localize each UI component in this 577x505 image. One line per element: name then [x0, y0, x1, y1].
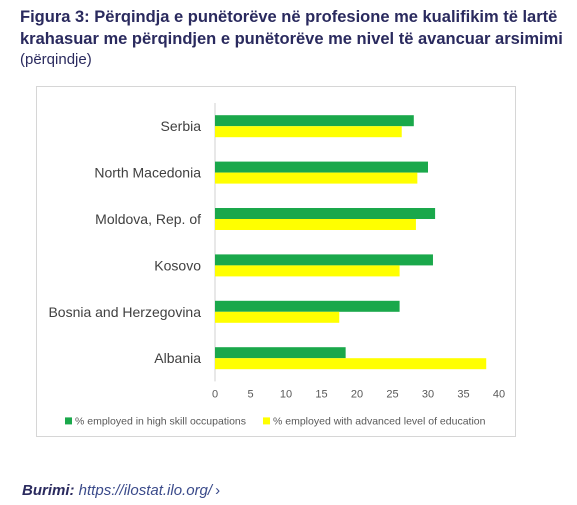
- bar-high-skill: [215, 161, 428, 173]
- bar-advanced-education: [215, 172, 418, 184]
- x-tick-label: 35: [457, 388, 469, 400]
- figure-title: Figura 3: Përqindja e punëtorëve në prof…: [20, 8, 563, 48]
- category-label: Albania: [154, 350, 201, 366]
- chevron-right-icon[interactable]: ›: [215, 482, 221, 499]
- x-tick-label: 15: [315, 388, 327, 400]
- source-link[interactable]: https://ilostat.ilo.org/: [78, 482, 213, 499]
- bar-advanced-education: [215, 311, 340, 323]
- bar-high-skill: [215, 300, 400, 312]
- x-tick-label: 20: [351, 388, 363, 400]
- bar-high-skill: [215, 115, 414, 127]
- category-label: Moldova, Rep. of: [95, 211, 201, 227]
- bar-advanced-education: [215, 358, 487, 370]
- bar-high-skill: [215, 208, 436, 219]
- bar-high-skill: [215, 254, 433, 266]
- category-label: Kosovo: [154, 257, 201, 273]
- category-label: Serbia: [161, 118, 202, 134]
- x-tick-label: 25: [386, 388, 398, 400]
- x-tick-label: 10: [280, 388, 292, 400]
- legend-swatch: [263, 417, 270, 425]
- legend-swatch: [65, 417, 72, 425]
- x-tick-label: 0: [212, 388, 218, 400]
- bar-advanced-education: [215, 126, 402, 138]
- legend-label: % employed with advanced level of educat…: [273, 415, 486, 427]
- source-label: Burimi:: [22, 482, 75, 499]
- legend-label: % employed in high skill occupations: [75, 415, 246, 427]
- source-line: Burimi: https://ilostat.ilo.org/›: [22, 482, 220, 499]
- bar-advanced-education: [215, 265, 400, 277]
- bar-high-skill: [215, 347, 346, 359]
- category-label: Bosnia and Herzegovina: [48, 304, 201, 320]
- x-tick-label: 40: [493, 388, 505, 400]
- chart-container: Serbia North Macedonia Moldova, Rep. of Kos…: [36, 86, 516, 437]
- bar-chart: Serbia North Macedonia Moldova, Rep. of Kos…: [48, 103, 505, 427]
- bar-advanced-education: [215, 219, 416, 230]
- x-tick-label: 30: [422, 388, 434, 400]
- figure-subtitle: (përqindje): [20, 51, 92, 68]
- category-label: North Macedonia: [94, 165, 201, 181]
- x-tick-label: 5: [247, 388, 253, 400]
